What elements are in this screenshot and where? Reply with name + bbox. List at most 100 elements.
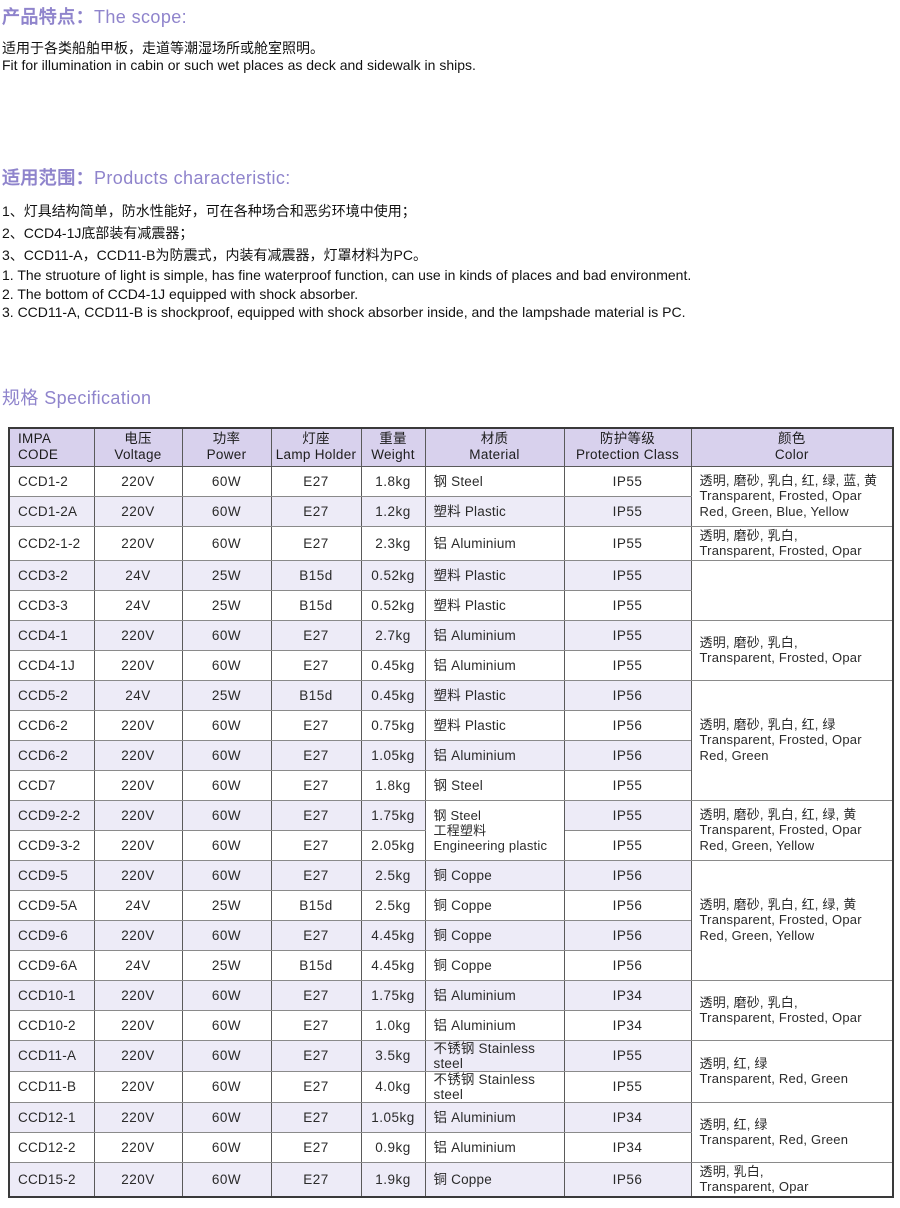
cell-code: CCD3-2 [8, 559, 95, 591]
cell-power: 60W [181, 465, 272, 497]
cell-protection: IP55 [563, 559, 692, 591]
table-row-CCD2-1-2: CCD2-1-2 220V 60W E27 2.3kg 铝 Aluminium IP55 透明… [8, 525, 894, 561]
cell-weight: 1.8kg [360, 465, 426, 497]
cell-power: 25W [181, 949, 272, 981]
cell-lamp-holder: E27 [270, 769, 362, 801]
cell-material: 铜 Coppe [424, 859, 565, 891]
cell-voltage: 220V [93, 525, 183, 561]
cell-lamp-holder: E27 [270, 919, 362, 951]
table-row-CCD9-5A: CCD9-5A 24V 25W B15d 2.5kg 铜 Coppe IP56 [8, 889, 893, 921]
cell-power: 60W [181, 1131, 272, 1163]
cell-protection: IP34 [563, 1131, 692, 1163]
cell-protection: IP55 [563, 799, 692, 831]
cell-lamp-holder: E27 [270, 709, 362, 741]
cell-color [690, 559, 894, 621]
cell-power: 25W [181, 889, 272, 921]
scope-heading-zh: 产品特点： [2, 7, 94, 27]
cell-color: 透明, 磨砂, 乳白, 红, 绿, 蓝, 黄 Transparent, Frost… [690, 465, 894, 527]
cell-power: 60W [181, 829, 272, 861]
cell-weight: 0.52kg [360, 589, 426, 621]
cell-material: 钢 Steel 工程塑料 Engineering plastic [424, 799, 565, 861]
cell-material: 铜 Coppe [424, 889, 565, 921]
cell-voltage: 220V [93, 619, 183, 651]
cell-voltage: 220V [93, 919, 183, 951]
cell-voltage: 24V [93, 949, 183, 981]
cell-protection: IP56 [563, 889, 692, 921]
cell-code: CCD11-A [8, 1039, 95, 1072]
cell-color: 透明, 磨砂, 乳白, Transparent, Frosted, Opar [690, 525, 894, 561]
table-row-CCD12-2: CCD12-2 220V 60W E27 0.9kg 铝 Aluminium IP34 [8, 1131, 893, 1163]
cell-weight: 4.45kg [360, 919, 426, 951]
cell-lamp-holder: E27 [270, 1101, 362, 1133]
cell-material: 铜 Coppe [424, 1161, 565, 1197]
cell-code: CCD12-1 [8, 1101, 95, 1133]
cell-weight: 4.45kg [360, 949, 426, 981]
cell-power: 60W [181, 619, 272, 651]
table-row-CCD3-3: CCD3-3 24V 25W B15d 0.52kg 塑料 Plastic IP55 [8, 589, 893, 621]
cell-code: CCD11-B [8, 1070, 95, 1103]
cell-weight: 0.9kg [360, 1131, 426, 1163]
cell-voltage: 220V [93, 1039, 183, 1072]
characteristic-item-en-3: 3. CCD11-A, CCD11-B is shockproof, equip… [2, 304, 686, 320]
cell-voltage: 24V [93, 559, 183, 591]
cell-color: 透明, 乳白, Transparent, Opar [690, 1161, 894, 1197]
scope-section: 产品特点：The scope: 适用于各类船舶甲板，走道等潮湿场所或舱室照明。 … [2, 7, 892, 74]
cell-material: 铝 Aluminium [424, 739, 565, 771]
cell-material: 钢 Steel [424, 769, 565, 801]
cell-material: 塑料 Plastic [424, 559, 565, 591]
scope-text-en: Fit for illumination in cabin or such we… [2, 57, 476, 73]
cell-code: CCD2-1-2 [8, 525, 95, 561]
cell-weight: 1.05kg [360, 739, 426, 771]
cell-voltage: 220V [93, 799, 183, 831]
characteristics-section: 适用范围：Products characteristic: 1、灯具结构简单，防… [2, 168, 892, 322]
cell-code: CCD15-2 [8, 1161, 95, 1197]
cell-weight: 0.75kg [360, 709, 426, 741]
cell-material: 塑料 Plastic [424, 495, 565, 527]
cell-material: 铝 Aluminium [424, 1101, 565, 1133]
table-row-CCD9-2-2: CCD9-2-2 220V 60W E27 1.75kg 钢 Steel 工程塑料 Engin… [8, 799, 894, 861]
cell-lamp-holder: E27 [270, 1131, 362, 1163]
cell-power: 60W [181, 1161, 272, 1197]
cell-lamp-holder: B15d [270, 559, 362, 591]
cell-weight: 1.2kg [360, 495, 426, 527]
cell-code: CCD3-3 [8, 589, 95, 621]
cell-material: 铝 Aluminium [424, 525, 565, 561]
cell-power: 60W [181, 769, 272, 801]
cell-protection: IP55 [563, 465, 692, 497]
cell-voltage: 220V [93, 649, 183, 681]
cell-protection: IP55 [563, 589, 692, 621]
cell-lamp-holder: B15d [270, 889, 362, 921]
cell-protection: IP34 [563, 1009, 692, 1041]
cell-weight: 1.75kg [360, 799, 426, 831]
cell-weight: 3.5kg [360, 1039, 426, 1072]
cell-weight: 1.9kg [360, 1161, 426, 1197]
cell-protection: IP56 [563, 1161, 692, 1197]
cell-lamp-holder: E27 [270, 525, 362, 561]
cell-weight: 2.7kg [360, 619, 426, 651]
cell-material: 铝 Aluminium [424, 1009, 565, 1041]
cell-lamp-holder: E27 [270, 649, 362, 681]
cell-lamp-holder: E27 [270, 1039, 362, 1072]
cell-power: 60W [181, 799, 272, 831]
table-row-CCD12-1: CCD12-1 220V 60W E27 1.05kg 铝 Aluminium IP34 透明… [8, 1101, 894, 1163]
cell-power: 60W [181, 919, 272, 951]
cell-code: CCD4-1J [8, 649, 95, 681]
cell-material: 不锈钢 Stainless steel [424, 1039, 565, 1072]
cell-code: CCD9-6 [8, 919, 95, 951]
spec-table-body: CCD1-2 220V 60W E27 1.8kg 钢 Steel IP55 透明, 磨砂, … [8, 465, 894, 1197]
cell-protection: IP56 [563, 739, 692, 771]
cell-protection: IP55 [563, 649, 692, 681]
col-header-voltage: 电压 Voltage [93, 427, 183, 467]
table-row-CCD10-1: CCD10-1 220V 60W E27 1.75kg 铝 Aluminium IP34 透明… [8, 979, 894, 1041]
characteristic-item-en-2: 2. The bottom of CCD4-1J equipped with s… [2, 285, 359, 302]
cell-voltage: 220V [93, 495, 183, 527]
cell-material: 铝 Aluminium [424, 619, 565, 651]
cell-weight: 1.8kg [360, 769, 426, 801]
table-row-CCD9-6A: CCD9-6A 24V 25W B15d 4.45kg 铜 Coppe IP56 [8, 949, 893, 981]
cell-lamp-holder: E27 [270, 1070, 362, 1103]
cell-voltage: 220V [93, 769, 183, 801]
cell-protection: IP55 [563, 525, 692, 561]
cell-protection: IP55 [563, 619, 692, 651]
cell-protection: IP55 [563, 495, 692, 527]
